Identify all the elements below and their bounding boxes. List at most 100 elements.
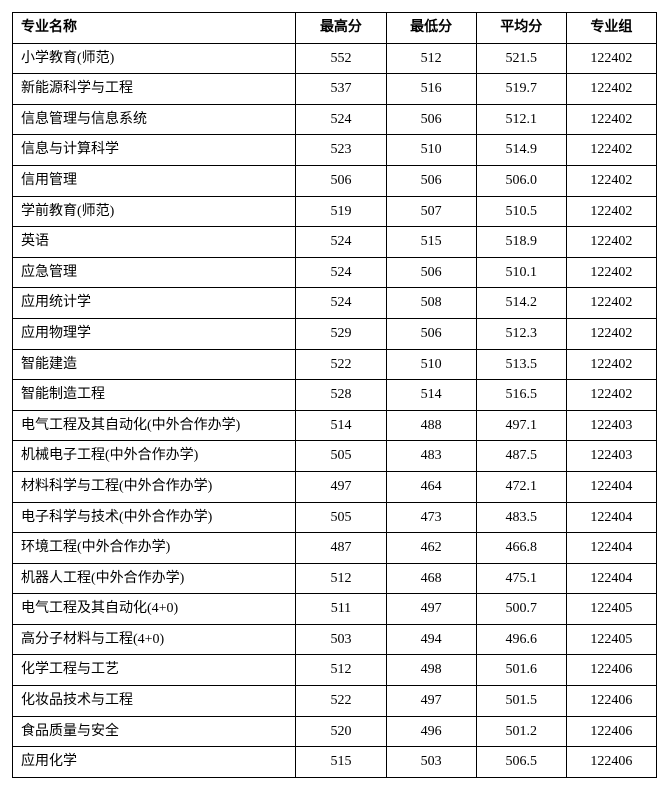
table-row: 信息与计算科学523510514.9122402 xyxy=(13,135,657,166)
cell-avg: 501.2 xyxy=(476,716,566,747)
cell-avg: 472.1 xyxy=(476,471,566,502)
cell-max: 512 xyxy=(296,655,386,686)
table-row: 化学工程与工艺512498501.6122406 xyxy=(13,655,657,686)
cell-max: 524 xyxy=(296,257,386,288)
cell-max: 522 xyxy=(296,686,386,717)
table-row: 高分子材料与工程(4+0)503494496.6122405 xyxy=(13,624,657,655)
cell-min: 506 xyxy=(386,104,476,135)
cell-avg: 466.8 xyxy=(476,533,566,564)
table-row: 信息管理与信息系统524506512.1122402 xyxy=(13,104,657,135)
cell-avg: 487.5 xyxy=(476,441,566,472)
cell-min: 468 xyxy=(386,563,476,594)
cell-group: 122402 xyxy=(566,135,656,166)
cell-avg: 510.1 xyxy=(476,257,566,288)
cell-major: 应用化学 xyxy=(13,747,296,778)
col-header-max: 最高分 xyxy=(296,13,386,44)
cell-group: 122404 xyxy=(566,533,656,564)
cell-group: 122404 xyxy=(566,471,656,502)
cell-group: 122406 xyxy=(566,686,656,717)
cell-min: 506 xyxy=(386,318,476,349)
cell-avg: 496.6 xyxy=(476,624,566,655)
table-row: 新能源科学与工程537516519.7122402 xyxy=(13,74,657,105)
cell-max: 512 xyxy=(296,563,386,594)
cell-min: 506 xyxy=(386,165,476,196)
cell-avg: 501.5 xyxy=(476,686,566,717)
cell-avg: 510.5 xyxy=(476,196,566,227)
table-row: 智能制造工程528514516.5122402 xyxy=(13,380,657,411)
table-row: 应用化学515503506.5122406 xyxy=(13,747,657,778)
scores-table: 专业名称 最高分 最低分 平均分 专业组 小学教育(师范)552512521.5… xyxy=(12,12,657,778)
cell-group: 122405 xyxy=(566,624,656,655)
cell-avg: 497.1 xyxy=(476,410,566,441)
cell-min: 488 xyxy=(386,410,476,441)
table-row: 应用物理学529506512.3122402 xyxy=(13,318,657,349)
table-row: 化妆品技术与工程522497501.5122406 xyxy=(13,686,657,717)
cell-avg: 500.7 xyxy=(476,594,566,625)
cell-avg: 514.2 xyxy=(476,288,566,319)
cell-group: 122404 xyxy=(566,502,656,533)
cell-major: 英语 xyxy=(13,227,296,258)
cell-major: 电气工程及其自动化(中外合作办学) xyxy=(13,410,296,441)
cell-min: 514 xyxy=(386,380,476,411)
col-header-group: 专业组 xyxy=(566,13,656,44)
cell-max: 511 xyxy=(296,594,386,625)
table-row: 信用管理506506506.0122402 xyxy=(13,165,657,196)
cell-avg: 483.5 xyxy=(476,502,566,533)
cell-group: 122402 xyxy=(566,257,656,288)
cell-avg: 512.3 xyxy=(476,318,566,349)
cell-max: 522 xyxy=(296,349,386,380)
cell-min: 508 xyxy=(386,288,476,319)
cell-max: 505 xyxy=(296,502,386,533)
cell-max: 552 xyxy=(296,43,386,74)
cell-max: 523 xyxy=(296,135,386,166)
cell-major: 小学教育(师范) xyxy=(13,43,296,74)
cell-min: 512 xyxy=(386,43,476,74)
table-row: 英语524515518.9122402 xyxy=(13,227,657,258)
cell-major: 电子科学与技术(中外合作办学) xyxy=(13,502,296,533)
cell-group: 122402 xyxy=(566,349,656,380)
cell-min: 494 xyxy=(386,624,476,655)
cell-major: 电气工程及其自动化(4+0) xyxy=(13,594,296,625)
cell-min: 510 xyxy=(386,349,476,380)
table-row: 环境工程(中外合作办学)487462466.8122404 xyxy=(13,533,657,564)
cell-min: 483 xyxy=(386,441,476,472)
cell-major: 信息与计算科学 xyxy=(13,135,296,166)
cell-group: 122402 xyxy=(566,196,656,227)
cell-max: 529 xyxy=(296,318,386,349)
cell-min: 497 xyxy=(386,686,476,717)
table-row: 学前教育(师范)519507510.5122402 xyxy=(13,196,657,227)
cell-max: 520 xyxy=(296,716,386,747)
cell-min: 510 xyxy=(386,135,476,166)
cell-major: 新能源科学与工程 xyxy=(13,74,296,105)
cell-avg: 521.5 xyxy=(476,43,566,74)
cell-group: 122403 xyxy=(566,441,656,472)
cell-group: 122406 xyxy=(566,716,656,747)
cell-major: 智能建造 xyxy=(13,349,296,380)
cell-avg: 501.6 xyxy=(476,655,566,686)
cell-major: 高分子材料与工程(4+0) xyxy=(13,624,296,655)
cell-max: 524 xyxy=(296,227,386,258)
table-body: 小学教育(师范)552512521.5122402新能源科学与工程5375165… xyxy=(13,43,657,777)
table-row: 应急管理524506510.1122402 xyxy=(13,257,657,288)
cell-avg: 519.7 xyxy=(476,74,566,105)
col-header-avg: 平均分 xyxy=(476,13,566,44)
cell-major: 信用管理 xyxy=(13,165,296,196)
cell-avg: 506.0 xyxy=(476,165,566,196)
cell-major: 应用物理学 xyxy=(13,318,296,349)
cell-max: 519 xyxy=(296,196,386,227)
table-row: 机械电子工程(中外合作办学)505483487.5122403 xyxy=(13,441,657,472)
col-header-major: 专业名称 xyxy=(13,13,296,44)
cell-max: 515 xyxy=(296,747,386,778)
cell-max: 505 xyxy=(296,441,386,472)
cell-min: 464 xyxy=(386,471,476,502)
cell-major: 化妆品技术与工程 xyxy=(13,686,296,717)
cell-min: 506 xyxy=(386,257,476,288)
cell-group: 122402 xyxy=(566,104,656,135)
cell-avg: 475.1 xyxy=(476,563,566,594)
table-row: 电气工程及其自动化(4+0)511497500.7122405 xyxy=(13,594,657,625)
cell-max: 537 xyxy=(296,74,386,105)
cell-group: 122405 xyxy=(566,594,656,625)
cell-avg: 512.1 xyxy=(476,104,566,135)
cell-group: 122402 xyxy=(566,227,656,258)
cell-major: 应急管理 xyxy=(13,257,296,288)
